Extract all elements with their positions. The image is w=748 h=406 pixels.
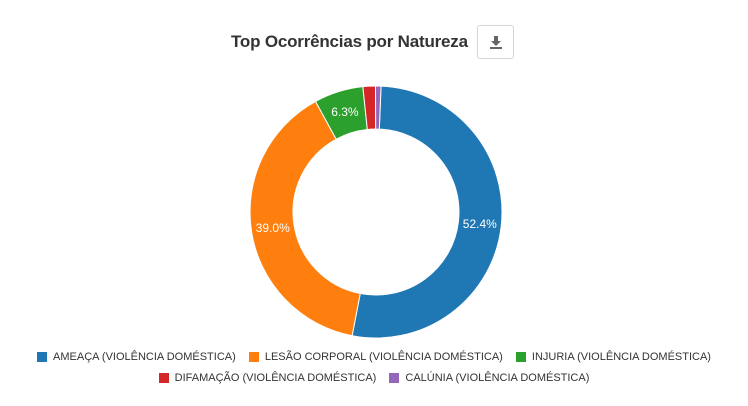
legend-row-1: AMEAÇA (VIOLÊNCIA DOMÉSTICA) LESÃO CORPO… [0,351,748,365]
slice-label: 52.4% [463,217,497,231]
legend-swatch [248,352,259,362]
slice-label: 39.0% [256,221,290,235]
legend-item[interactable]: AMEAÇA (VIOLÊNCIA DOMÉSTICA) [37,351,236,363]
legend-row-2: DIFAMAÇÃO (VIOLÊNCIA DOMÉSTICA) CALÚNIA … [0,372,748,386]
donut-slice[interactable] [374,85,382,130]
legend-label: LESÃO CORPORAL (VIOLÊNCIA DOMÉSTICA) [264,351,503,363]
legend-swatch [158,373,169,383]
legend-label: INJURIA (VIOLÊNCIA DOMÉSTICA) [531,351,711,363]
legend-swatch [37,352,48,362]
download-button[interactable] [477,25,514,59]
legend-label: DIFAMAÇÃO (VIOLÊNCIA DOMÉSTICA) [174,372,377,384]
legend-swatch [389,373,400,383]
donut-slice[interactable] [249,100,361,337]
legend-label: AMEAÇA (VIOLÊNCIA DOMÉSTICA) [53,351,236,363]
legend-item[interactable]: INJURIA (VIOLÊNCIA DOMÉSTICA) [515,351,711,363]
legend-label: CALÚNIA (VIOLÊNCIA DOMÉSTICA) [405,372,590,384]
download-icon [489,35,503,49]
chart-title: Top Ocorrências por Natureza [231,32,468,51]
donut-slice[interactable] [351,85,503,339]
chart-header: Top Ocorrências por Natureza [0,25,748,61]
legend-item[interactable]: CALÚNIA (VIOLÊNCIA DOMÉSTICA) [389,372,589,384]
legend-item[interactable]: LESÃO CORPORAL (VIOLÊNCIA DOMÉSTICA) [248,351,503,363]
legend-swatch [515,352,526,362]
slice-label: 6.3% [331,105,359,119]
legend-item[interactable]: DIFAMAÇÃO (VIOLÊNCIA DOMÉSTICA) [158,372,377,384]
